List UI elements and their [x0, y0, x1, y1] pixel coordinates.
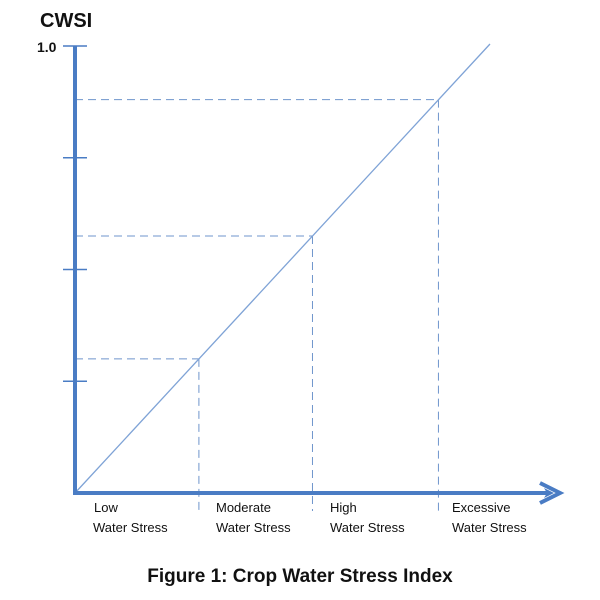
y-tick-label: 1.0 — [37, 39, 57, 55]
category-label-line1: High — [330, 500, 357, 515]
category-label-line1: Moderate — [216, 500, 271, 515]
category-label-line2: Water Stress — [93, 520, 168, 535]
x-axis-arrowhead — [539, 481, 565, 505]
y-axis-title: CWSI — [40, 10, 92, 32]
figure-caption: Figure 1: Crop Water Stress Index — [147, 566, 453, 587]
category-label-line2: Water Stress — [330, 520, 405, 535]
category-label-line2: Water Stress — [452, 520, 527, 535]
diagonal-line — [74, 43, 491, 494]
category-label-line2: Water Stress — [216, 520, 291, 535]
category-label-line1: Excessive — [452, 500, 511, 515]
category-label-line1: Low — [94, 500, 118, 515]
